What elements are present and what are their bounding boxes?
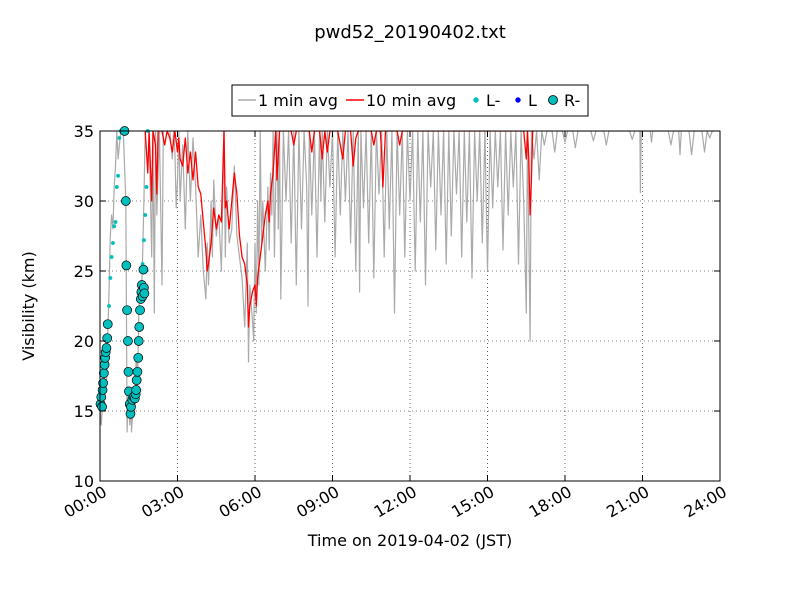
marker-r-minus [131,385,142,395]
legend-swatch-l [515,97,521,103]
grid-lines [100,131,720,481]
y-axis-label: Visibility (km) [19,251,38,360]
y-tick-label: 10 [74,472,94,491]
legend-label-1min: 1 min avg [258,91,338,110]
x-axis-label: Time on 2019-04-02 (JST) [307,531,512,550]
legend-label-10min: 10 min avg [366,91,456,110]
marker-r-minus [102,319,113,330]
y-tick-label: 35 [74,122,94,141]
legend-box [231,84,589,117]
marker-r-minus [98,378,108,388]
marker-l-minus [114,184,119,189]
legend-swatch-l-minus [473,97,479,103]
marker-l-minus [117,135,122,140]
marker-r-minus [123,336,133,346]
marker-r-minus [120,196,131,206]
marker-r-minus [97,401,107,412]
marker-r-minus [134,322,145,332]
marker-l-minus [109,254,114,259]
marker-r-minus [135,305,145,316]
marker-l-minus [143,212,148,217]
marker-l-minus [112,224,117,229]
marker-l-minus [108,276,113,281]
marker-l-minus [113,219,118,224]
marker-r-minus [101,343,112,353]
legend-label-l-minus: L- [486,91,500,110]
chart-title: pwd52_20190402.txt [314,22,506,43]
marker-r-minus [132,366,143,377]
legend-label-l: L [528,91,537,110]
plot-area: 00:00 03:00 06:00 09:00 12:00 15:00 18:00 21:00… [61,122,730,522]
marker-r-minus [139,288,150,299]
marker-r-minus [138,264,149,275]
data-markers [95,126,150,419]
y-tick-label: 25 [74,262,94,281]
data-series [100,131,715,433]
marker-l-minus [144,184,149,189]
y-tick-label: 15 [74,402,94,421]
series-line-10-min-avg [144,131,534,328]
marker-r-minus [122,305,132,316]
marker-l-minus [110,240,115,245]
y-tick-label: 30 [74,192,94,211]
marker-r-minus [99,368,109,379]
legend-label-r-minus: R- [564,91,580,110]
legend: 1 min avg 10 min avg L- L R- [231,84,589,117]
y-tick-label: 20 [74,332,94,351]
marker-r-minus [121,260,132,271]
legend-swatch-r-minus [548,95,558,105]
marker-r-minus [133,336,144,346]
series-line-1-min-avg [100,131,715,433]
marker-l-minus [116,173,121,178]
marker-r-minus [123,366,134,377]
marker-l-minus [107,304,112,309]
marker-r-minus [102,333,113,344]
marker-r-minus [131,375,142,386]
marker-l-minus [141,238,146,243]
marker-r-minus [133,352,144,363]
